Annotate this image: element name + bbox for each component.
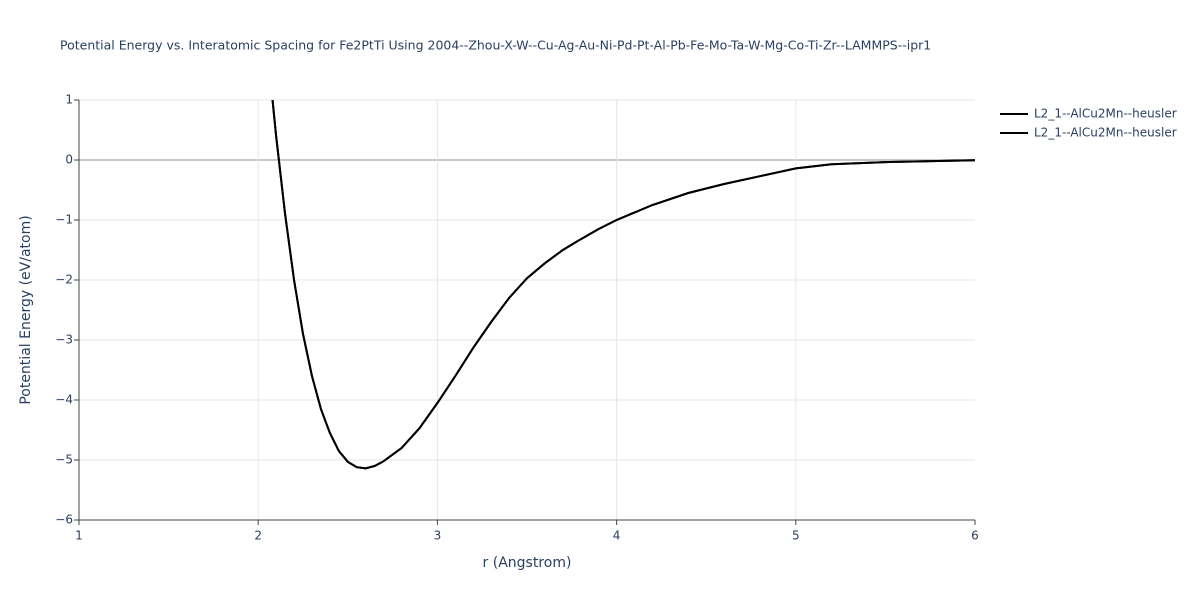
data-line xyxy=(271,100,975,470)
y-axis-title: Potential Energy (eV/atom) xyxy=(18,215,34,404)
x-axis-title: r (Angstrom) xyxy=(483,555,572,571)
y-tick-label: 1 xyxy=(65,93,73,107)
y-tick-label: −2 xyxy=(55,273,73,287)
x-tick-label: 5 xyxy=(792,529,800,543)
legend-text: L2_1--AlCu2Mn--heusler xyxy=(1034,107,1177,121)
x-tick-label: 6 xyxy=(971,529,979,543)
y-tick-label: −5 xyxy=(55,453,73,467)
x-tick-label: 2 xyxy=(254,529,262,543)
data-line xyxy=(271,100,975,470)
y-tick-label: −6 xyxy=(55,513,73,527)
chart-title: Potential Energy vs. Interatomic Spacing… xyxy=(60,38,931,53)
y-tick-label: −1 xyxy=(55,213,73,227)
y-tick-label: −3 xyxy=(55,333,73,347)
x-tick-label: 4 xyxy=(613,529,621,543)
y-tick-label: −4 xyxy=(55,393,73,407)
legend-text: L2_1--AlCu2Mn--heusler xyxy=(1034,126,1177,140)
plot-area xyxy=(271,100,975,470)
y-tick-label: 0 xyxy=(65,153,73,167)
x-tick-label: 1 xyxy=(75,529,83,543)
x-tick-label: 3 xyxy=(434,529,442,543)
